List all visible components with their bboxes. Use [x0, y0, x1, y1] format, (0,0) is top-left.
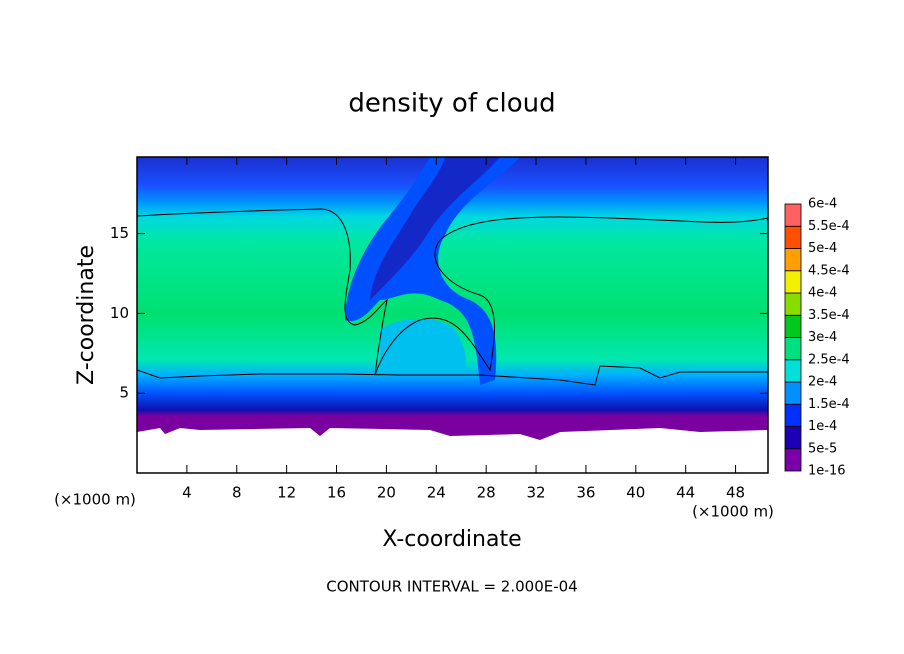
- colorbar-box: [784, 337, 802, 361]
- chart-title: density of cloud: [348, 89, 555, 119]
- contour-line: [137, 365, 768, 386]
- colorbar-box: [784, 403, 802, 427]
- colorbar-label: 6e-4: [808, 197, 837, 212]
- colorbar-label: 2e-4: [808, 375, 837, 390]
- colorbar-label: 5e-5: [808, 441, 837, 456]
- colorbar-box: [784, 426, 802, 450]
- colorbar-label: 4.5e-4: [808, 263, 850, 278]
- colorbar-label: 1e-16: [808, 464, 846, 479]
- x-tick-label: 8: [232, 484, 242, 502]
- colorbar-box: [784, 270, 802, 294]
- x-tick-label: 4: [182, 484, 192, 502]
- colorbar-label: 5.5e-4: [808, 219, 850, 234]
- x-tick-label: 48: [726, 484, 745, 502]
- footer: CONTOUR INTERVAL = 2.000E-04: [326, 578, 577, 596]
- colorbar-box: [784, 203, 802, 227]
- y-tick-label: 10: [110, 304, 129, 322]
- colorbar-box: [784, 292, 802, 316]
- colorbar-label: 1.5e-4: [808, 397, 850, 412]
- y-axis-label: Z-coordinate: [74, 245, 99, 385]
- colorbar-label: 4e-4: [808, 286, 837, 301]
- colorbar-box: [784, 359, 802, 383]
- x-tick-label: 20: [377, 484, 396, 502]
- plume-core: [370, 157, 500, 300]
- x-tick-label: 24: [427, 484, 446, 502]
- colorbar-label: 3e-4: [808, 330, 837, 345]
- colorbar-box: [784, 381, 802, 405]
- x-unit: (×1000 m): [692, 503, 774, 521]
- x-tick-label: 44: [676, 484, 695, 502]
- x-tick-label: 12: [277, 484, 296, 502]
- plot-frame: [136, 156, 769, 474]
- x-tick-label: 16: [327, 484, 346, 502]
- colorbar-label: 5e-4: [808, 241, 837, 256]
- colorbar-label: 2.5e-4: [808, 352, 850, 367]
- x-tick-label: 36: [576, 484, 595, 502]
- plume: [345, 157, 520, 385]
- colorbar-box: [784, 225, 802, 249]
- colorbar-box: [784, 314, 802, 338]
- contour-line: [137, 208, 388, 376]
- x-tick-label: 28: [477, 484, 496, 502]
- y-tick-label: 5: [119, 384, 129, 402]
- y-unit: (×1000 m): [54, 491, 136, 509]
- colorbar-box: [784, 248, 802, 272]
- x-axis-label: X-coordinate: [382, 527, 521, 552]
- field: [137, 157, 768, 473]
- empty-region: [137, 428, 768, 473]
- x-tick-label: 40: [626, 484, 645, 502]
- contour-line: [374, 216, 768, 376]
- colorbar-box: [784, 448, 802, 472]
- colorbar-label: 3.5e-4: [808, 308, 850, 323]
- y-tick-label: 15: [110, 224, 129, 242]
- colorbar-label: 1e-4: [808, 419, 837, 434]
- x-tick-label: 32: [527, 484, 546, 502]
